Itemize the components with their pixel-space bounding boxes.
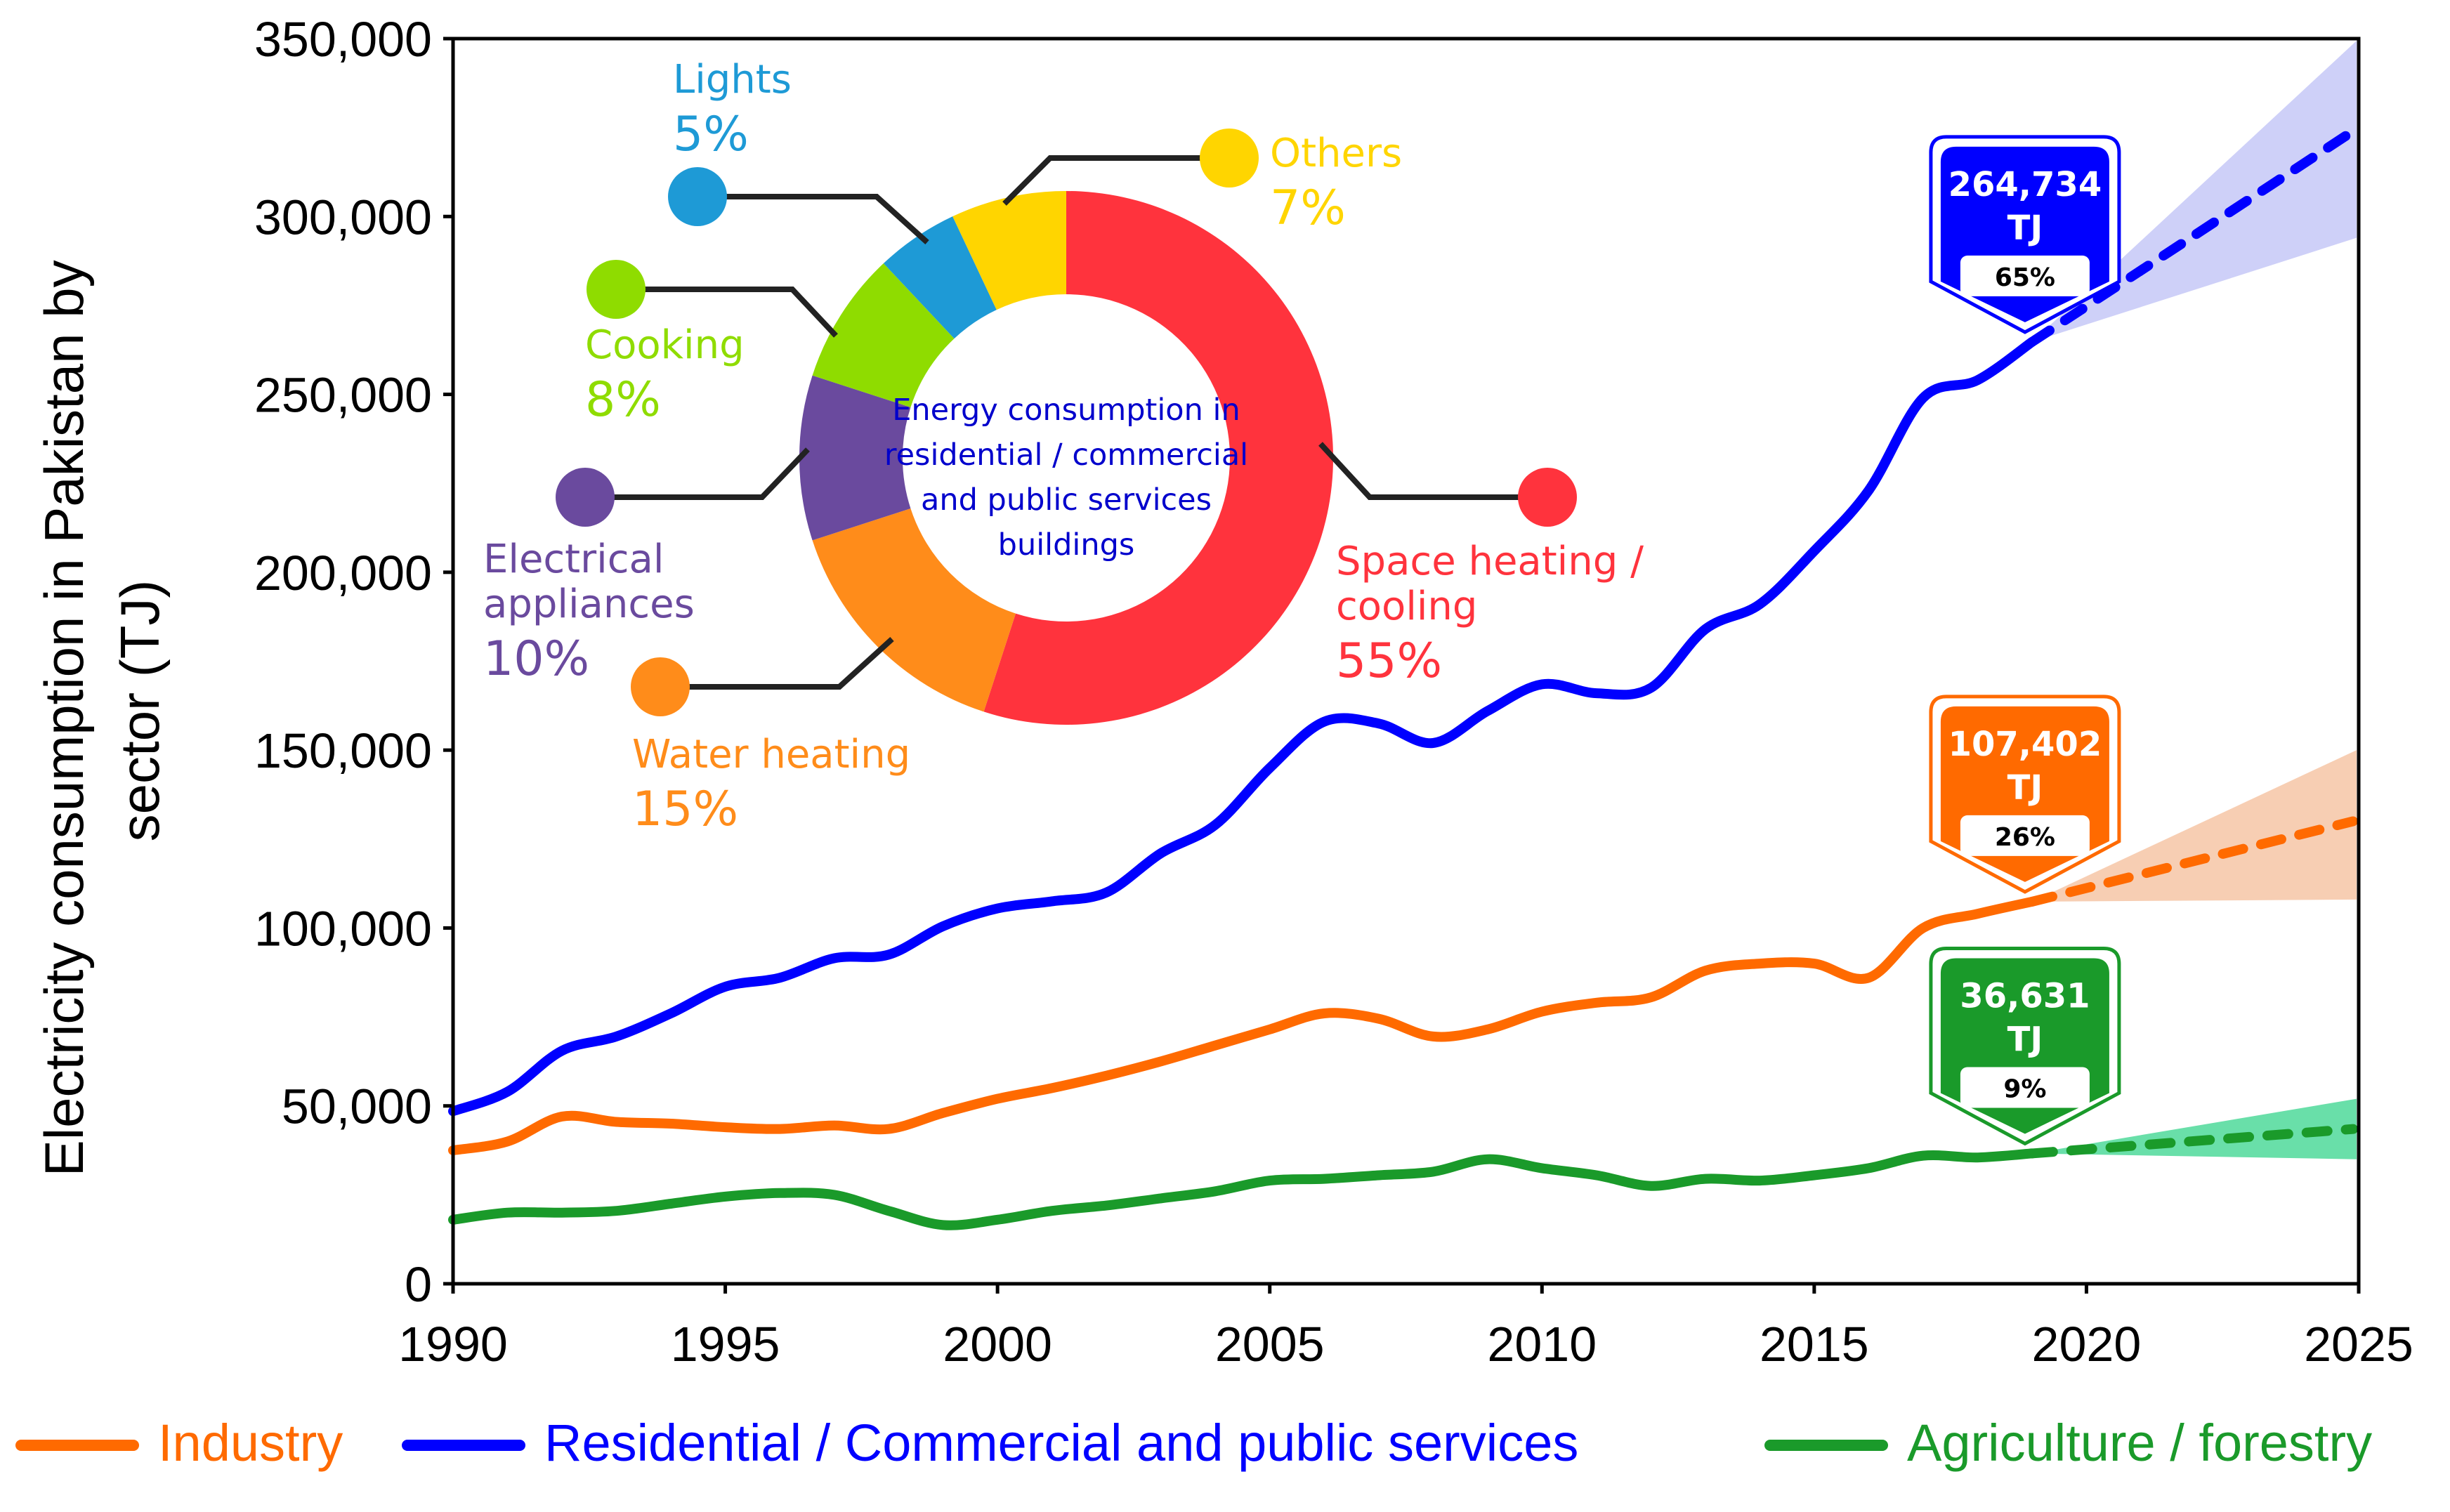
donut-slice-label-line: cooling: [1336, 584, 1477, 629]
donut-slice-pct: 15%: [632, 782, 738, 837]
x-tick-label: 1995: [671, 1317, 780, 1372]
y-tick-label: 50,000: [282, 1079, 432, 1134]
series-line: [448, 1148, 2037, 1230]
callout-share-box: [1960, 815, 2090, 856]
donut-slice-label: Water heating: [632, 732, 910, 777]
donut-connector: [702, 194, 929, 244]
x-tick-label: 2010: [1487, 1317, 1597, 1372]
donut-connector: [590, 447, 810, 500]
y-tick-label: 150,000: [254, 723, 432, 778]
callout-share-box: [1960, 1067, 2090, 1108]
y-axis-label-line-1: Electricity consumption in Pakistan by: [33, 260, 95, 1176]
donut-slice-label-line: Lights: [673, 57, 792, 103]
inset-donut-chart: Energy consumption in residential / comme…: [483, 57, 1644, 837]
donut-slice-pct: 5%: [673, 107, 749, 162]
forecast-line: [2026, 1124, 2358, 1159]
donut-slice-label-line: Others: [1270, 131, 1402, 176]
legend-item: Industry: [15, 1414, 343, 1472]
x-tick-label: 2025: [2304, 1317, 2413, 1372]
x-tick-label: 2020: [2032, 1317, 2142, 1372]
donut-slice-pct: 8%: [585, 372, 661, 428]
donut-center-line: residential / commercial: [884, 438, 1248, 473]
legend-label: Agriculture / forestry: [1907, 1414, 2372, 1472]
donut-slice-label-line: Space heating /: [1336, 539, 1644, 584]
value-callout: 264,734 TJ 65%: [1929, 135, 2121, 334]
donut-slice-label: Space heating / cooling: [1336, 539, 1644, 629]
legend-label: Residential / Commercial and public serv…: [544, 1414, 1578, 1472]
callout-value: 107,402: [1948, 725, 2102, 764]
callouts: 107,402 TJ 26% 264,734 TJ 65% 36,631 TJ 9%: [1929, 135, 2121, 1146]
donut-slice-label-line: Water heating: [632, 732, 910, 777]
donut-center-line: buildings: [998, 527, 1135, 563]
donut-connector: [660, 637, 894, 690]
legend-item: Residential / Commercial and public serv…: [402, 1414, 1578, 1472]
y-axis-label: Electricity consumption in Pakistan by s…: [33, 245, 171, 1177]
y-axis-label-line-2: sector (TJ): [109, 580, 171, 842]
legend-item: Agriculture / forestry: [1764, 1414, 2372, 1472]
series-line: [448, 896, 2037, 1155]
donut-slice-label-line: Cooking: [585, 322, 745, 368]
callout-value: 264,734: [1948, 165, 2102, 204]
callout-share: 9%: [2003, 1074, 2046, 1103]
x-tick-label: 2005: [1215, 1317, 1325, 1372]
plot-frame: [451, 37, 2361, 1286]
x-tick-label: 1990: [398, 1317, 508, 1372]
donut-slice: [812, 263, 955, 407]
donut-slice: [952, 191, 1066, 310]
donut-slice: [812, 508, 1016, 712]
donut-label-dot: [556, 468, 615, 527]
y-tick-label: 100,000: [254, 901, 432, 956]
donut-center-label: Energy consumption in residential / comme…: [884, 393, 1248, 563]
donut-slice-label: Cooking: [585, 322, 745, 368]
callout-unit: TJ: [2007, 1020, 2043, 1059]
donut-connector: [1002, 155, 1222, 206]
forecast-line: [2026, 816, 2358, 907]
series-line: [448, 336, 2037, 1117]
donut-slice-pct: 10%: [483, 631, 589, 687]
donut-connector: [1318, 442, 1545, 500]
donut-slice-label: Electrical appliances: [483, 537, 695, 627]
y-tick-label: 250,000: [254, 368, 432, 423]
x-tick-label: 2000: [943, 1317, 1052, 1372]
callout-share: 26%: [1995, 823, 2055, 852]
donut-connector: [618, 287, 838, 338]
legend: Industry Residential / Commercial and pub…: [15, 1414, 2372, 1472]
donut-label-dot: [668, 167, 727, 226]
donut-slice-label: Lights: [673, 57, 792, 103]
forecast-line: [2026, 126, 2358, 347]
callout-value: 36,631: [1960, 976, 2090, 1015]
donut-slice: [983, 191, 1334, 725]
series-lines: [448, 126, 2358, 1230]
callout-unit: TJ: [2007, 209, 2043, 248]
callout-share: 65%: [1995, 263, 2055, 292]
donut-label-dot: [587, 260, 646, 319]
y-tick-label: 0: [405, 1257, 432, 1312]
y-axis-ticks: 0 50,000 100,000 150,000 200,000 250,000 300,0…: [254, 12, 453, 1312]
y-tick-label: 200,000: [254, 546, 432, 600]
y-tick-label: 350,000: [254, 12, 432, 67]
value-callout: 107,402 TJ 26%: [1929, 695, 2121, 894]
donut-slice-label-line: Electrical: [483, 537, 664, 582]
donut-label-dot: [1518, 468, 1577, 527]
x-axis-ticks: 1990 1995 2000 2005 2010 2015 2020 2025: [398, 1284, 2413, 1372]
value-callout: 36,631 TJ 9%: [1929, 946, 2121, 1146]
donut-slice-label-line: appliances: [483, 581, 695, 627]
donut-slice-label: Others: [1270, 131, 1402, 176]
donut-slice: [883, 216, 997, 339]
donut-slice-pct: 7%: [1270, 180, 1346, 236]
x-tick-label: 2015: [1760, 1317, 1869, 1372]
y-tick-label: 300,000: [254, 190, 432, 244]
donut-center-line: and public services: [921, 482, 1212, 518]
donut-slice: [799, 375, 911, 541]
donut-label-dot: [1200, 129, 1259, 188]
callout-share-box: [1960, 255, 2090, 296]
callout-unit: TJ: [2007, 768, 2043, 808]
donut-slice-pct: 55%: [1336, 633, 1442, 689]
forecast-band: [2031, 750, 2357, 902]
donut-center-line: Energy consumption in: [892, 393, 1240, 428]
legend-label: Industry: [158, 1414, 343, 1472]
donut-label-dot: [631, 657, 690, 716]
